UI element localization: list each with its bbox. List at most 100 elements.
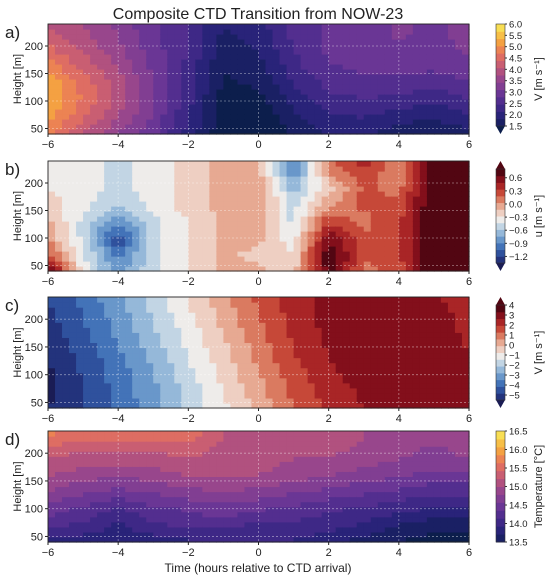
heatmap-cell — [55, 322, 63, 328]
heatmap-cell — [412, 24, 421, 30]
heatmap-cell — [321, 372, 330, 379]
heatmap-cell — [69, 307, 77, 313]
heatmap-cell — [55, 516, 63, 523]
heatmap-cell — [69, 476, 77, 483]
heatmap-cell — [356, 221, 365, 227]
heatmap-cell — [195, 327, 203, 333]
heatmap-cell — [286, 69, 295, 75]
heatmap-cell — [342, 104, 351, 110]
heatmap-cell — [307, 367, 316, 374]
heatmap-cell — [300, 114, 309, 120]
heatmap-cell — [405, 166, 414, 172]
heatmap-cell — [433, 382, 442, 389]
heatmap-cell — [279, 226, 288, 232]
heatmap-cell — [216, 322, 225, 328]
heatmap-cell — [356, 402, 365, 409]
heatmap-cell — [293, 362, 302, 369]
heatmap-cell — [321, 181, 330, 187]
heatmap-cell — [405, 312, 414, 318]
heatmap-cell — [118, 266, 126, 272]
heatmap-cell — [412, 372, 421, 379]
heatmap-cell — [433, 372, 442, 379]
heatmap-cell — [195, 236, 203, 242]
heatmap-cell — [153, 44, 161, 50]
heatmap-cell — [153, 201, 161, 207]
heatmap-cell — [363, 124, 372, 130]
heatmap-cell — [391, 201, 400, 207]
heatmap-cell — [398, 327, 407, 333]
x-tick-label: 2 — [326, 139, 332, 151]
heatmap-cell — [454, 206, 463, 212]
heatmap-cell — [356, 39, 365, 45]
heatmap-cell — [55, 69, 63, 75]
heatmap-cell — [230, 124, 239, 130]
heatmap-cell — [139, 206, 147, 212]
heatmap-cell — [349, 29, 358, 35]
heatmap-cell — [300, 481, 309, 488]
heatmap-cell — [125, 491, 133, 498]
heatmap-cell — [167, 201, 175, 207]
heatmap-cell — [258, 436, 267, 442]
heatmap-cell — [370, 171, 379, 177]
heatmap-cell — [258, 74, 267, 80]
heatmap-cell — [328, 69, 337, 75]
heatmap-cell — [153, 332, 161, 338]
heatmap-cell — [349, 206, 358, 212]
heatmap-cell — [328, 382, 337, 389]
heatmap-cell — [335, 94, 344, 100]
heatmap-cell — [391, 322, 400, 328]
heatmap-cell — [237, 226, 246, 232]
heatmap-cell — [454, 34, 463, 40]
heatmap-cell — [97, 44, 105, 50]
heatmap-cell — [118, 241, 126, 247]
heatmap-cell — [195, 39, 203, 45]
heatmap-cell — [111, 531, 119, 538]
heatmap-cell — [202, 367, 210, 374]
heatmap-cell — [377, 332, 386, 338]
heatmap-cell — [209, 491, 217, 498]
heatmap-cell — [237, 392, 246, 399]
heatmap-cell — [384, 342, 393, 349]
heatmap-cell — [160, 526, 168, 533]
heatmap-cell — [377, 49, 386, 55]
heatmap-cell — [153, 261, 161, 267]
heatmap-cell — [461, 64, 470, 70]
heatmap-cell — [279, 392, 288, 399]
heatmap-cell — [76, 119, 84, 125]
heatmap-cell — [76, 377, 84, 384]
heatmap-cell — [132, 29, 140, 35]
heatmap-cell — [153, 161, 161, 167]
heatmap-cell — [321, 191, 330, 197]
heatmap-cell — [125, 451, 133, 457]
heatmap-cell — [55, 332, 63, 338]
heatmap-cell — [447, 302, 456, 308]
heatmap-cell — [237, 501, 246, 508]
heatmap-cell — [97, 94, 105, 100]
heatmap-cell — [55, 256, 63, 262]
heatmap-cell — [356, 74, 365, 80]
heatmap-cell — [272, 166, 281, 172]
heatmap-cell — [104, 322, 112, 328]
heatmap-cell — [251, 317, 260, 323]
heatmap-cell — [139, 114, 147, 120]
heatmap-cell — [447, 39, 456, 45]
heatmap-cell — [90, 536, 98, 543]
colorbar-label: u [m s⁻¹] — [533, 195, 545, 237]
heatmap-cell — [384, 231, 393, 237]
heatmap-cell — [188, 94, 196, 100]
heatmap-cell — [237, 387, 246, 394]
heatmap-cell — [461, 372, 470, 379]
heatmap-cell — [111, 446, 119, 452]
heatmap-cell — [279, 372, 288, 379]
heatmap-cell — [146, 44, 154, 50]
heatmap-cell — [454, 124, 463, 130]
heatmap-cell — [104, 441, 112, 447]
heatmap-cell — [286, 211, 295, 217]
heatmap-cell — [335, 402, 344, 409]
heatmap-cell — [363, 216, 372, 222]
heatmap-cell — [97, 312, 105, 318]
heatmap-cell — [244, 54, 253, 60]
heatmap-cell — [167, 54, 175, 60]
heatmap-cell — [328, 402, 337, 409]
heatmap-cell — [426, 206, 435, 212]
